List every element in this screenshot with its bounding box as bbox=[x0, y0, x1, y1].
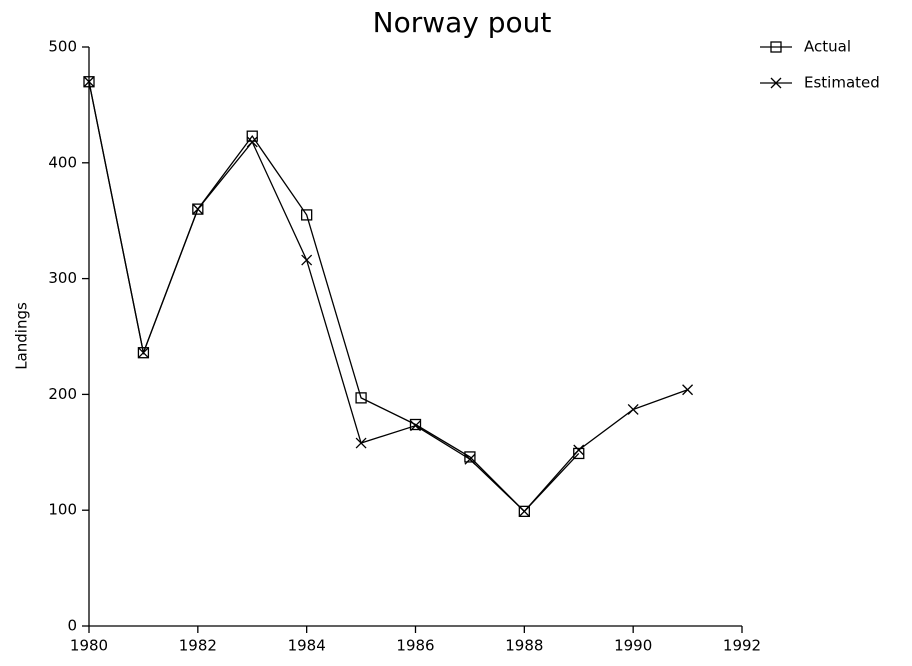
point-marker bbox=[301, 254, 313, 266]
point-marker bbox=[410, 420, 421, 432]
point-marker bbox=[518, 505, 530, 518]
y-tick-label: 100 bbox=[48, 501, 77, 519]
point-marker bbox=[83, 76, 95, 88]
x-tick-label: 1984 bbox=[288, 637, 326, 655]
legend-label: Actual bbox=[804, 38, 851, 56]
legend-marker bbox=[770, 77, 782, 89]
point-marker bbox=[355, 437, 367, 449]
point-marker bbox=[464, 453, 476, 465]
y-axis-label: Landings bbox=[13, 302, 31, 370]
point-marker bbox=[573, 447, 585, 460]
point-marker bbox=[682, 384, 694, 396]
point-marker bbox=[573, 444, 585, 456]
point-marker bbox=[409, 418, 422, 431]
y-tick-label: 300 bbox=[48, 269, 77, 287]
x-tick-label: 1992 bbox=[723, 637, 761, 655]
x-tick-label: 1990 bbox=[614, 637, 652, 655]
x-tick-label: 1988 bbox=[505, 637, 543, 655]
x-tick-label: 1986 bbox=[396, 637, 434, 655]
y-tick-label: 200 bbox=[48, 385, 77, 403]
point-marker bbox=[137, 347, 150, 359]
x-tick-label: 1980 bbox=[70, 637, 108, 655]
y-tick-label: 0 bbox=[67, 617, 77, 635]
chart-title: Norway pout bbox=[373, 6, 552, 39]
x-tick-label: 1982 bbox=[179, 637, 217, 655]
point-marker bbox=[137, 347, 149, 359]
point-marker bbox=[246, 136, 258, 148]
legend-label: Estimated bbox=[804, 74, 880, 92]
point-marker bbox=[192, 203, 204, 215]
point-marker bbox=[83, 76, 95, 88]
point-marker bbox=[627, 403, 639, 415]
point-marker bbox=[301, 209, 313, 221]
point-marker bbox=[355, 392, 367, 404]
y-tick-label: 500 bbox=[48, 38, 77, 56]
y-tick-label: 400 bbox=[48, 153, 77, 171]
series-line bbox=[88, 81, 688, 513]
point-marker bbox=[464, 451, 476, 463]
series-line bbox=[88, 81, 580, 513]
point-marker bbox=[518, 505, 530, 517]
legend-marker bbox=[770, 41, 782, 53]
point-marker bbox=[192, 203, 204, 215]
